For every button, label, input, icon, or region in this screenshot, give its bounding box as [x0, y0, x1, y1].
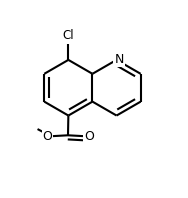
Text: O: O	[84, 130, 94, 143]
Text: O: O	[42, 130, 52, 143]
Text: Cl: Cl	[63, 29, 74, 42]
Text: N: N	[114, 53, 124, 66]
